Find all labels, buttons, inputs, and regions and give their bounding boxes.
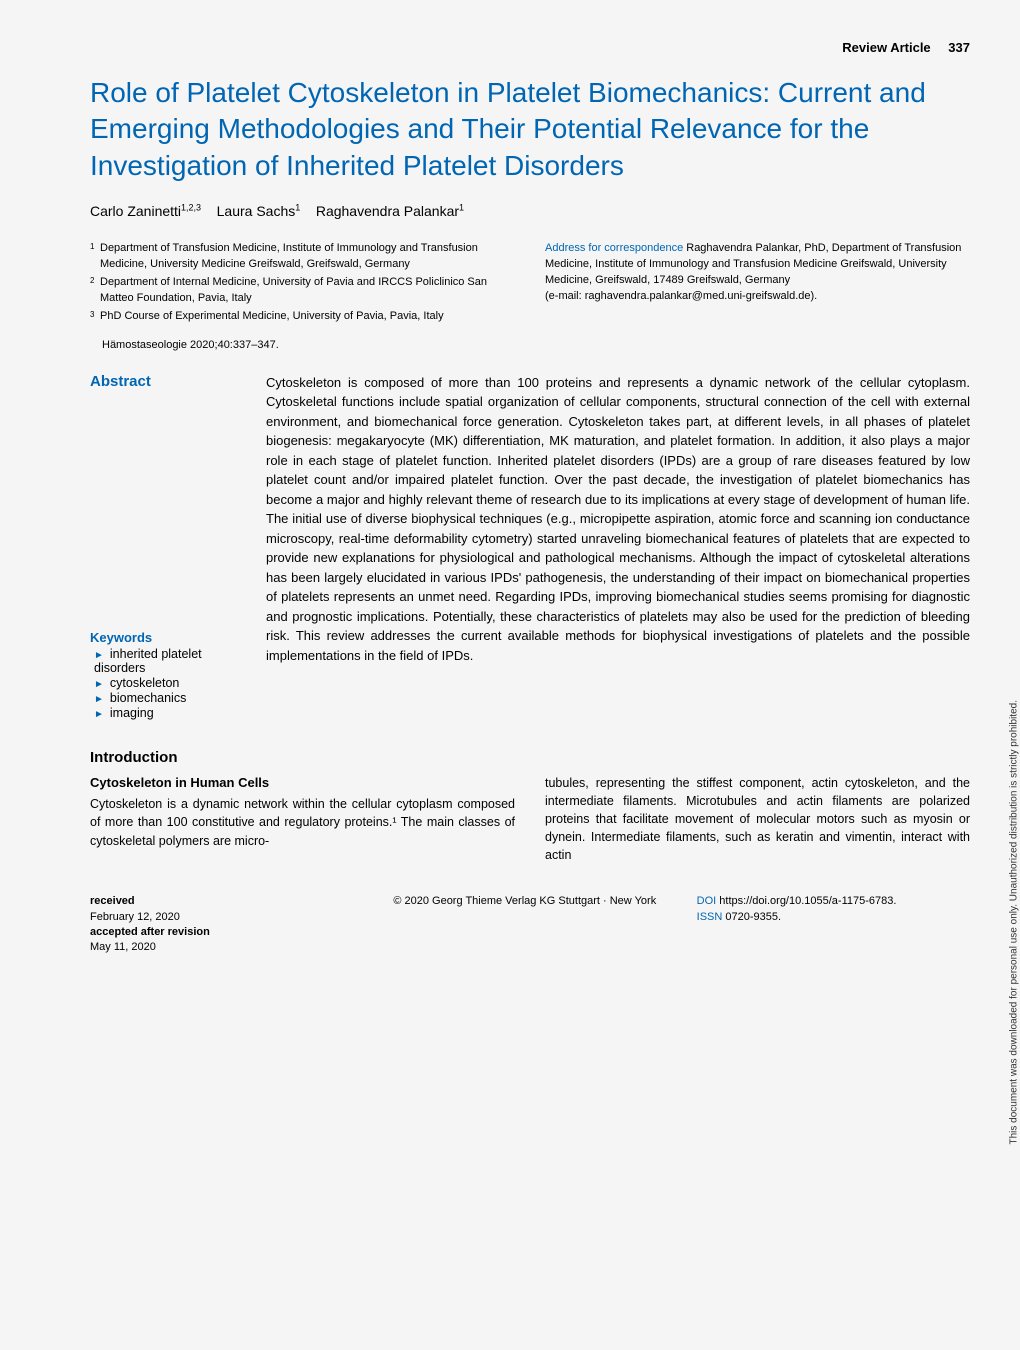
affiliation: 3PhD Course of Experimental Medicine, Un…	[90, 309, 515, 325]
page-header: Review Article 337	[90, 40, 970, 55]
keyword: inherited platelet disorders	[90, 647, 240, 675]
article-footer: received February 12, 2020 accepted afte…	[90, 894, 970, 956]
affiliations: 1Department of Transfusion Medicine, Ins…	[90, 241, 515, 327]
keywords-label: Keywords	[90, 630, 240, 645]
doi-label: DOI	[697, 895, 717, 907]
received-label: received	[90, 895, 135, 907]
author: Laura Sachs1	[217, 203, 301, 219]
article-title: Role of Platelet Cytoskeleton in Platele…	[90, 75, 970, 184]
copyright: © 2020 Georg Thieme Verlag KG Stuttgart …	[393, 894, 666, 956]
correspondence-label: Address for correspondence	[545, 242, 683, 254]
keyword: imaging	[90, 706, 240, 720]
authors-line: Carlo Zaninetti1,2,3 Laura Sachs1 Raghav…	[90, 202, 970, 219]
affiliation: 1Department of Transfusion Medicine, Ins…	[90, 241, 515, 273]
affiliation: 2Department of Internal Medicine, Univer…	[90, 275, 515, 307]
issn-label: ISSN	[697, 911, 723, 923]
page-number: 337	[948, 40, 970, 55]
keyword: biomechanics	[90, 691, 240, 705]
journal-citation: Hämostaseologie 2020;40:337–347.	[102, 339, 970, 351]
author: Raghavendra Palankar1	[316, 203, 464, 219]
accepted-label: accepted after revision	[90, 926, 210, 938]
author: Carlo Zaninetti1,2,3	[90, 203, 201, 219]
intro-heading: Introduction	[90, 749, 970, 766]
abstract-label: Abstract	[90, 373, 240, 390]
correspondence: Address for correspondence Raghavendra P…	[545, 241, 970, 327]
doi-value: https://doi.org/10.1055/a-1175-6783.	[719, 895, 896, 907]
correspondence-email: (e-mail: raghavendra.palankar@med.uni-gr…	[545, 290, 817, 302]
keywords-list: inherited platelet disorders cytoskeleto…	[90, 647, 240, 720]
keyword: cytoskeleton	[90, 676, 240, 690]
issn-value: 0720-9355.	[725, 911, 781, 923]
section-label: Review Article	[842, 40, 930, 55]
intro-col-left: Cytoskeleton in Human Cells Cytoskeleton…	[90, 774, 515, 865]
abstract-text: Cytoskeleton is composed of more than 10…	[266, 373, 970, 721]
intro-col-right: tubules, representing the stiffest compo…	[545, 774, 970, 865]
intro-subheading: Cytoskeleton in Human Cells	[90, 774, 515, 793]
received-date: February 12, 2020	[90, 910, 363, 925]
download-notice: This document was downloaded for persona…	[1008, 700, 1019, 1145]
accepted-date: May 11, 2020	[90, 940, 363, 955]
